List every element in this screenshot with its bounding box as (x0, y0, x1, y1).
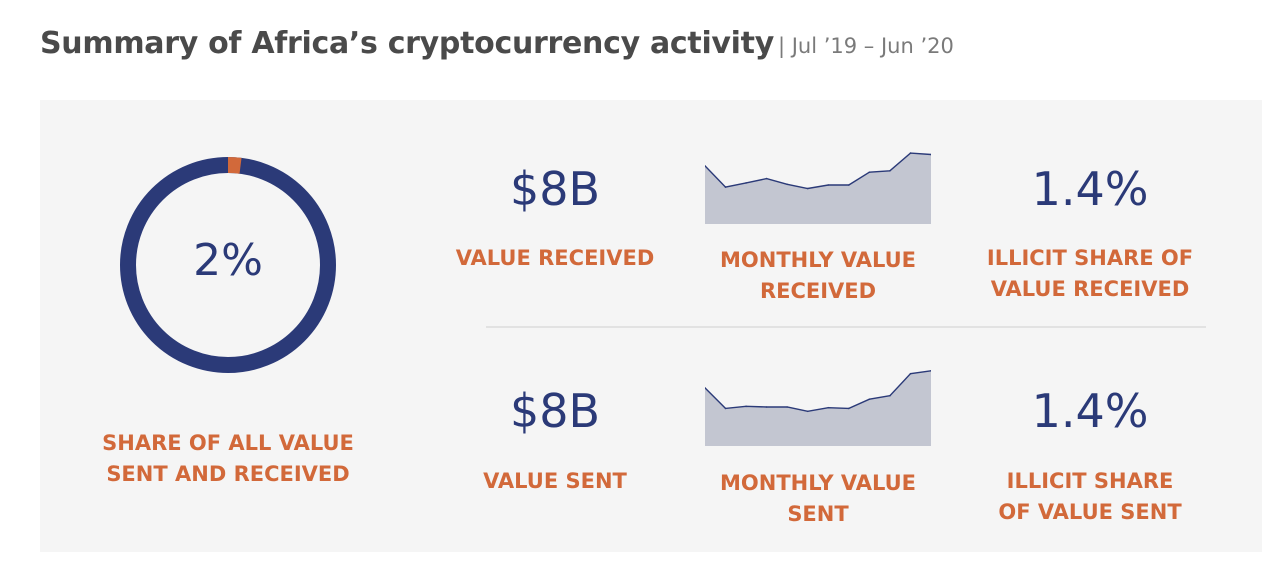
monthly-received-point (806, 187, 809, 190)
monthly-value-sent-chart (705, 370, 931, 446)
share-value: 2% (193, 235, 263, 286)
monthly-sent-line (705, 370, 931, 413)
monthly-sent-point (806, 410, 809, 413)
row-divider (486, 326, 1206, 328)
illicit-share-sent-label: ILLICIT SHARE OF VALUE SENT (998, 469, 1182, 524)
monthly-received-point (889, 170, 891, 172)
monthly-received-point (765, 177, 768, 180)
monthly-sent-point (848, 407, 850, 410)
page-subtitle: | Jul ’19 – Jun ’20 (777, 34, 954, 58)
page-title: Summary of Africa’s cryptocurrency activ… (40, 26, 774, 61)
monthly-sent-point (786, 406, 788, 408)
monthly-received-point (724, 186, 727, 188)
monthly-received-point (786, 183, 788, 186)
monthly-sent-point (705, 387, 706, 389)
monthly-received-point (705, 165, 706, 167)
monthly-sent-point (909, 372, 912, 375)
monthly-received-point (745, 182, 747, 184)
monthly-value-sent-label: MONTHLY VALUE SENT (720, 471, 916, 526)
monthly-received-line (705, 152, 931, 190)
monthly-received-point (930, 153, 931, 156)
monthly-received-point (909, 152, 912, 154)
share-donut-chart (120, 157, 336, 373)
monthly-received-area (705, 153, 931, 224)
monthly-sent-point (724, 407, 727, 410)
monthly-sent-point (745, 405, 747, 408)
monthly-sent-point (827, 406, 830, 409)
monthly-sent-point (889, 394, 891, 397)
monthly-value-received-label: MONTHLY VALUE RECEIVED (720, 248, 916, 303)
summary-panel: 2% SHARE OF ALL VALUE SENT AND RECEIVED … (40, 100, 1262, 552)
illicit-share-received-label: ILLICIT SHARE OF VALUE RECEIVED (986, 246, 1194, 301)
monthly-received-point (868, 171, 871, 173)
monthly-sent-area (705, 370, 931, 446)
monthly-value-received-chart (705, 152, 931, 224)
monthly-sent-point (868, 398, 871, 400)
monthly-sent-point (930, 370, 931, 372)
value-sent: $8B (509, 384, 601, 438)
illicit-share-sent: 1.4% (1031, 384, 1149, 438)
value-received-label: VALUE RECEIVED (455, 246, 655, 270)
monthly-received-point (827, 184, 830, 186)
illicit-share-received: 1.4% (1031, 162, 1149, 216)
donut-africa-slice (227, 157, 242, 174)
monthly-received-point (848, 184, 850, 186)
header: Summary of Africa’s cryptocurrency activ… (40, 26, 954, 61)
value-received: $8B (509, 162, 601, 216)
value-sent-label: VALUE SENT (483, 469, 627, 493)
share-label: SHARE OF ALL VALUE SENT AND RECEIVED (102, 431, 354, 486)
monthly-sent-point (765, 406, 768, 408)
